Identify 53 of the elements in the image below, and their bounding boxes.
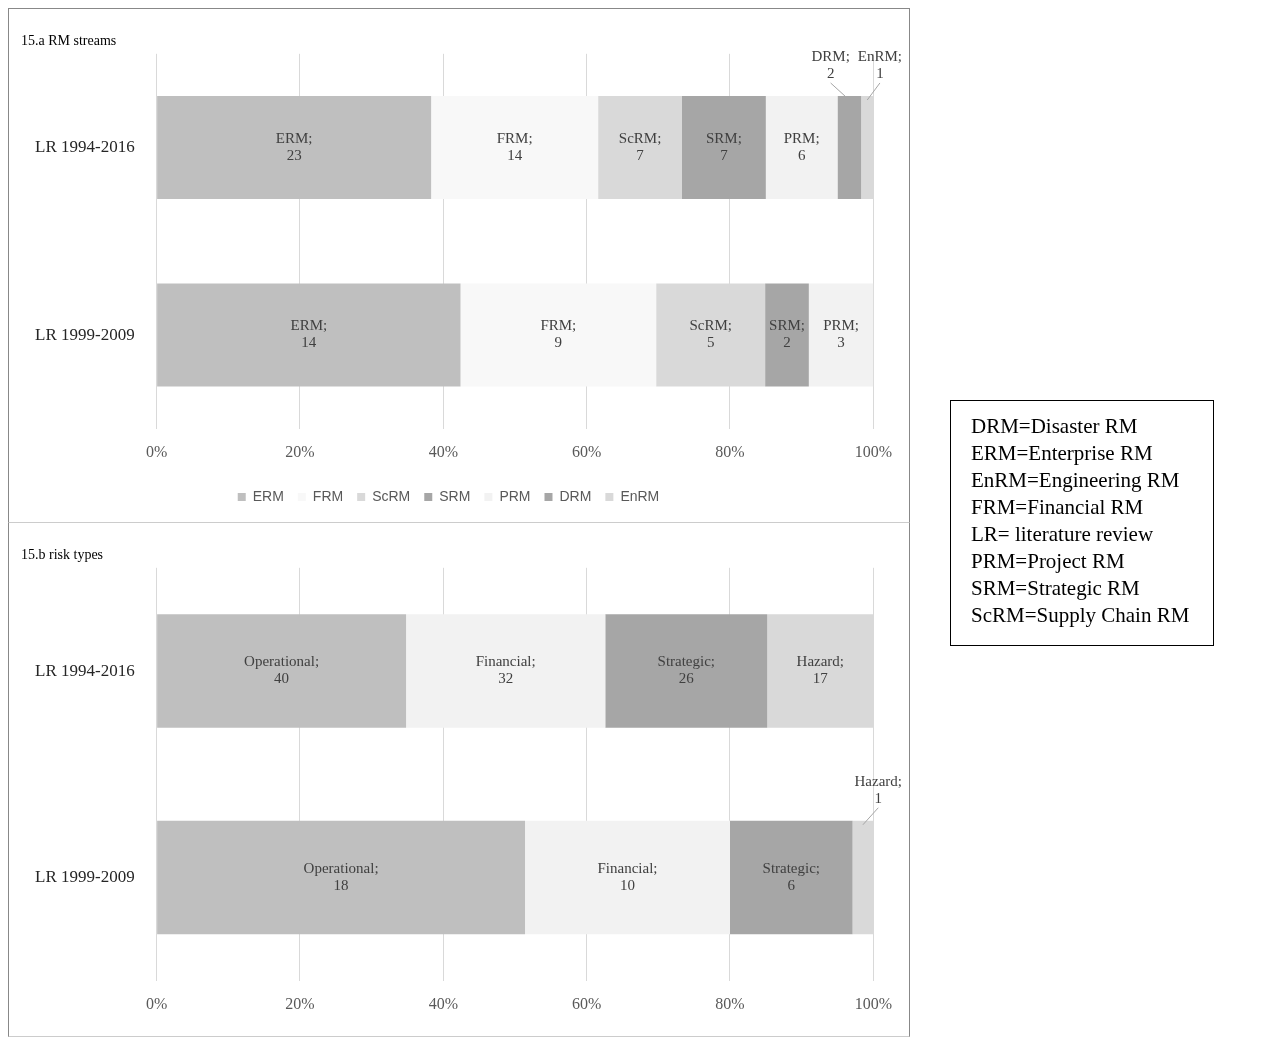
legend-label: ScRM	[372, 487, 411, 504]
annotation: EnRM; 1	[857, 47, 903, 81]
legend-label: SRM	[439, 487, 471, 504]
x-tick-label: 40%	[428, 442, 458, 460]
x-tick-label: 40%	[428, 994, 458, 1012]
y-tick-label: LR 1994-2016	[34, 660, 135, 680]
text: ScRM=Supply Chain RM	[971, 601, 1190, 629]
annotation: FRM; 9	[540, 317, 577, 351]
annotation: ERM; 14	[290, 317, 328, 351]
annotation: PRM; 3	[823, 317, 860, 351]
x-tick-label: 100%	[854, 442, 892, 460]
annotation: Strategic; 6	[762, 859, 821, 893]
x-tick-label: 20%	[285, 994, 315, 1012]
text: LR= literature review	[971, 520, 1155, 548]
y-tick-label: LR 1994-2016	[34, 137, 135, 157]
text: FRM=Financial RM	[971, 493, 1145, 521]
text: EnRM=Engineering RM	[971, 466, 1181, 494]
annotation: Operational; 18	[303, 859, 379, 893]
annotation: ScRM; 5	[689, 317, 732, 351]
x-tick-label: 80%	[715, 442, 745, 460]
y-tick-label: LR 1999-2009	[34, 867, 135, 887]
annotation: PRM; 6	[783, 129, 820, 163]
annotation: FRM; 14	[496, 129, 533, 163]
chart-title: 15.a RM streams	[21, 33, 117, 49]
legend-label: FRM	[312, 487, 344, 504]
legend-label: EnRM	[620, 487, 660, 504]
x-tick-label: 80%	[715, 994, 745, 1012]
legend-label: ERM	[252, 487, 284, 504]
annotation: Financial; 32	[475, 653, 536, 687]
legend-label: PRM	[499, 487, 531, 504]
annotation: ScRM; 7	[618, 129, 662, 163]
annotation: SRM; 2	[769, 317, 805, 351]
x-tick-label: 60%	[571, 442, 602, 460]
text: SRM=Strategic RM	[971, 574, 1141, 602]
annotation: Hazard; 17	[796, 653, 845, 687]
annotation: Operational; 40	[244, 653, 320, 687]
annotation: Strategic; 26	[657, 653, 716, 687]
annotation: Hazard; 1	[854, 772, 902, 806]
text: ERM=Enterprise RM	[971, 439, 1154, 467]
annotation: SRM; 7	[705, 129, 742, 163]
x-tick-label: 100%	[854, 994, 892, 1012]
x-tick-label: 0%	[145, 994, 168, 1012]
annotation: Financial; 10	[597, 859, 658, 893]
chart-title: 15.b risk types	[21, 547, 104, 563]
annotation: DRM; 2	[811, 47, 850, 81]
annotation: ERM; 23	[275, 129, 313, 163]
x-tick-label: 60%	[571, 994, 602, 1012]
text: DRM=Disaster RM	[971, 412, 1139, 440]
x-tick-label: 20%	[285, 442, 315, 460]
text: PRM=Project RM	[971, 547, 1126, 575]
x-tick-label: 0%	[145, 442, 168, 460]
legend-label: DRM	[559, 487, 592, 504]
y-tick-label: LR 1999-2009	[34, 324, 135, 344]
